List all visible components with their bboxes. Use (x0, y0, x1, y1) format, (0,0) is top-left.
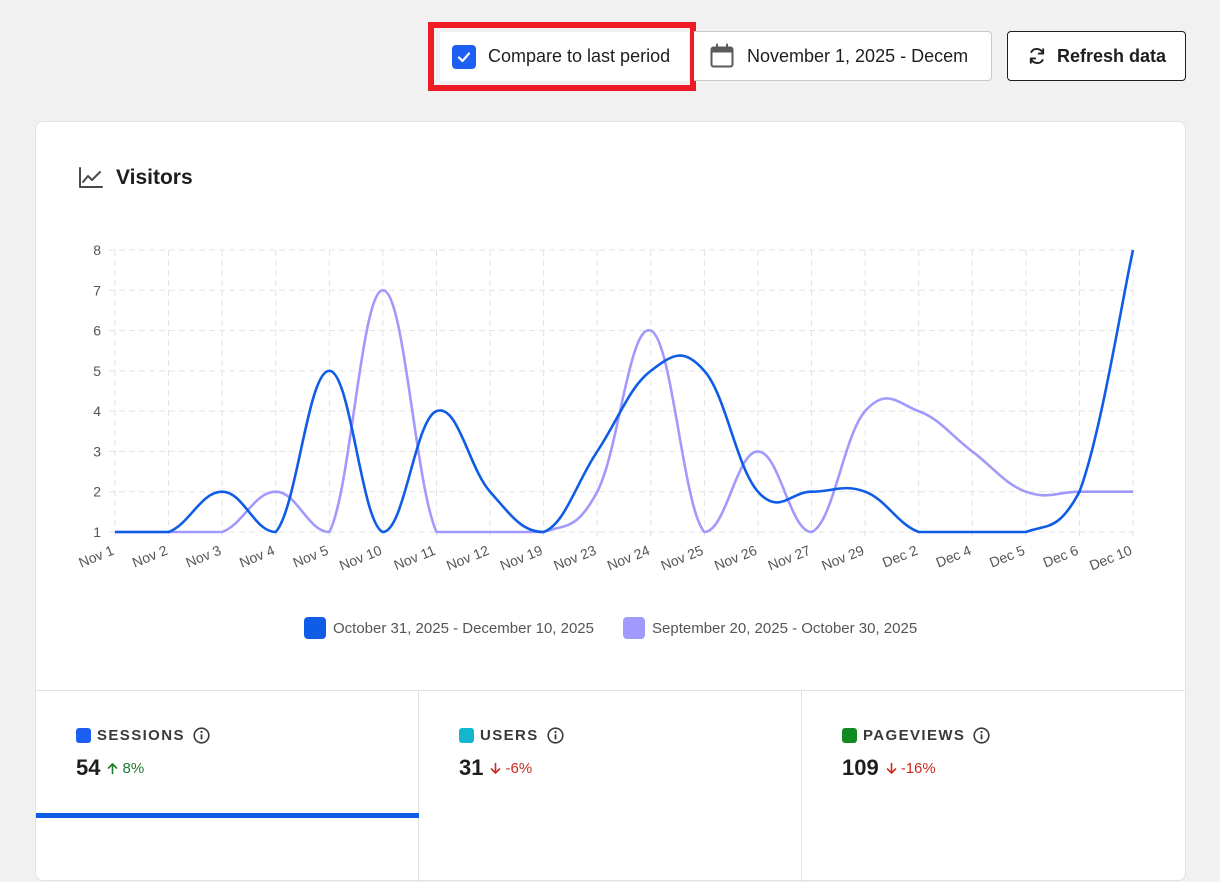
info-icon[interactable] (547, 727, 564, 744)
arrow-down-icon (491, 762, 501, 774)
metrics-row: SESSIONS 54 8% USERS (36, 690, 1185, 818)
metric-value: 31 (459, 755, 484, 780)
compare-to-last-period-checkbox[interactable]: Compare to last period (440, 32, 689, 81)
x-tick-label: Nov 24 (605, 542, 652, 574)
y-tick-label: 7 (93, 282, 101, 298)
lower-cell (802, 818, 1185, 882)
x-tick-label: Dec 10 (1087, 542, 1134, 574)
legend-swatch (304, 617, 326, 639)
x-tick-label: Nov 29 (819, 542, 866, 574)
x-tick-label: Nov 2 (130, 542, 170, 571)
compare-highlight-box (428, 22, 696, 91)
metric-value: 109 (842, 755, 879, 780)
x-tick-label: Nov 3 (183, 542, 223, 571)
x-tick-label: Nov 11 (391, 542, 437, 573)
x-tick-label: Nov 23 (551, 542, 598, 574)
x-tick-label: Nov 26 (712, 542, 759, 574)
date-range-label: November 1, 2025 - Decem (747, 45, 969, 66)
refresh-icon (1029, 48, 1045, 64)
x-tick-label: Nov 19 (498, 542, 545, 574)
refresh-label: Refresh data (1056, 45, 1167, 66)
legend-swatch (623, 617, 645, 639)
x-tick-label: Nov 1 (76, 542, 116, 571)
users-swatch (459, 728, 474, 743)
pageviews-swatch (842, 728, 857, 743)
arrow-up-icon (108, 763, 118, 775)
metric-name: PAGEVIEWS (863, 727, 966, 744)
metric-sessions[interactable]: SESSIONS 54 8% (36, 691, 419, 818)
calendar-icon (710, 43, 734, 68)
series-line-1 (115, 288, 1133, 534)
info-icon[interactable] (973, 727, 990, 744)
sessions-swatch (76, 728, 91, 743)
x-tick-label: Nov 27 (766, 542, 813, 574)
y-tick-label: 6 (93, 323, 101, 339)
legend-entry: October 31, 2025 - December 10, 2025 (333, 620, 594, 637)
x-tick-label: Dec 6 (1041, 542, 1081, 571)
lower-cell (36, 818, 419, 882)
metric-delta-text: 8% (122, 760, 145, 777)
lower-cell (419, 818, 802, 882)
y-tick-label: 4 (93, 403, 101, 419)
metric-name: USERS (480, 727, 539, 744)
active-metric-indicator (36, 813, 419, 818)
arrow-down-icon (886, 762, 897, 774)
date-range-picker[interactable]: November 1, 2025 - Decem (694, 31, 992, 81)
compare-label: Compare to last period (488, 46, 671, 66)
metric-name: SESSIONS (97, 727, 185, 744)
metric-delta: 8% (106, 760, 144, 777)
y-tick-label: 8 (93, 242, 101, 258)
card-header: Visitors (78, 166, 193, 190)
metric-users[interactable]: USERS 31 -6% (419, 691, 802, 818)
x-tick-label: Nov 12 (444, 542, 491, 574)
metric-value: 54 (76, 755, 101, 780)
card-title: Visitors (116, 166, 193, 189)
metric-delta: -16% (885, 760, 936, 777)
x-tick-label: Dec 2 (880, 542, 920, 571)
y-tick-label: 1 (93, 524, 101, 540)
line-chart-icon (79, 167, 103, 188)
y-tick-label: 5 (93, 363, 101, 379)
check-icon[interactable] (452, 44, 476, 69)
legend-entry: September 20, 2025 - October 30, 2025 (652, 620, 917, 637)
x-tick-label: Nov 5 (291, 542, 331, 571)
toolbar: Compare to last period November 1, 2025 … (0, 0, 1220, 110)
metric-delta-text: -6% (505, 760, 533, 777)
y-tick-label: 2 (93, 484, 101, 500)
x-tick-label: Dec 5 (987, 542, 1027, 571)
lower-row (36, 818, 1185, 882)
refresh-data-button[interactable]: Refresh data (1007, 31, 1186, 81)
x-tick-label: Nov 25 (658, 542, 705, 574)
series-line-0 (115, 249, 1135, 534)
x-tick-label: Dec 4 (933, 542, 973, 571)
metric-delta-text: -16% (900, 760, 936, 777)
info-icon[interactable] (193, 727, 210, 744)
visitors-card: Visitors 1 2 3 4 5 6 7 8 Nov 1 Nov 2 Nov 3 Nov 4 Nov… (35, 121, 1186, 882)
metric-delta: -6% (489, 760, 532, 777)
x-tick-label: Nov 10 (337, 542, 384, 574)
metric-pageviews[interactable]: PAGEVIEWS 109 -16% (802, 691, 1185, 818)
x-tick-label: Nov 4 (237, 542, 277, 571)
y-tick-label: 3 (93, 443, 101, 459)
